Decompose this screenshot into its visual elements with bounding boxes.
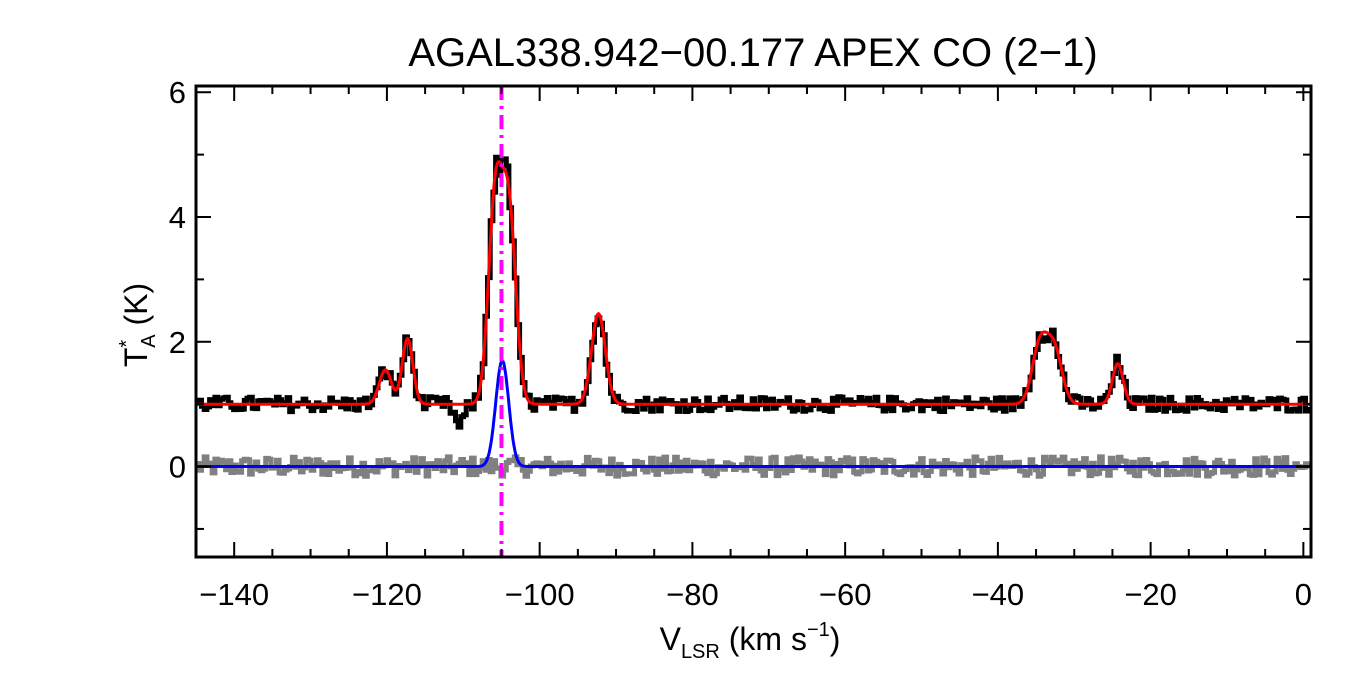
x-tick-label: −80 bbox=[666, 577, 719, 612]
x-axis-label-sub: LSR bbox=[681, 641, 720, 663]
x-axis-label: VLSR (km s−1) bbox=[660, 619, 841, 663]
y-tick-label: 0 bbox=[169, 450, 186, 485]
spectrum-series bbox=[196, 154, 1311, 430]
y-axis-label-main: T bbox=[118, 348, 154, 368]
y-tick-label: 6 bbox=[169, 75, 186, 110]
x-tick-label: −40 bbox=[972, 577, 1025, 612]
x-axis-label-sup: −1 bbox=[807, 619, 830, 641]
y-tick-label: 4 bbox=[169, 200, 186, 235]
x-tick-label: −100 bbox=[505, 577, 575, 612]
x-axis-label-main: V bbox=[660, 621, 682, 657]
x-tick-label: −140 bbox=[199, 577, 269, 612]
axis-ticks bbox=[195, 86, 1311, 557]
y-axis-label-rest: (K) bbox=[118, 283, 154, 335]
fit-series bbox=[196, 160, 1311, 406]
chart-title: AGAL338.942−00.177 APEX CO (2−1) bbox=[408, 31, 1097, 75]
y-tick-labels: 0 2 4 6 bbox=[169, 75, 186, 484]
x-tick-label: −20 bbox=[1124, 577, 1177, 612]
x-axis-label-close: ) bbox=[830, 621, 841, 657]
x-tick-label: 0 bbox=[1295, 577, 1312, 612]
x-tick-label: −60 bbox=[819, 577, 872, 612]
x-axis-label-rest: (km s bbox=[720, 621, 807, 657]
y-axis-label: T*A (K) bbox=[116, 283, 160, 367]
component-series bbox=[196, 358, 1311, 468]
plot-area bbox=[196, 86, 1311, 557]
x-tick-labels: −140 −120 −100 −80 −60 −40 −20 0 bbox=[199, 577, 1312, 612]
y-tick-label: 2 bbox=[169, 325, 186, 360]
y-axis-label-sub: A bbox=[138, 334, 160, 348]
x-tick-label: −120 bbox=[352, 577, 422, 612]
y-axis-label-sup: * bbox=[116, 340, 138, 348]
plot-frame bbox=[194, 84, 1313, 559]
